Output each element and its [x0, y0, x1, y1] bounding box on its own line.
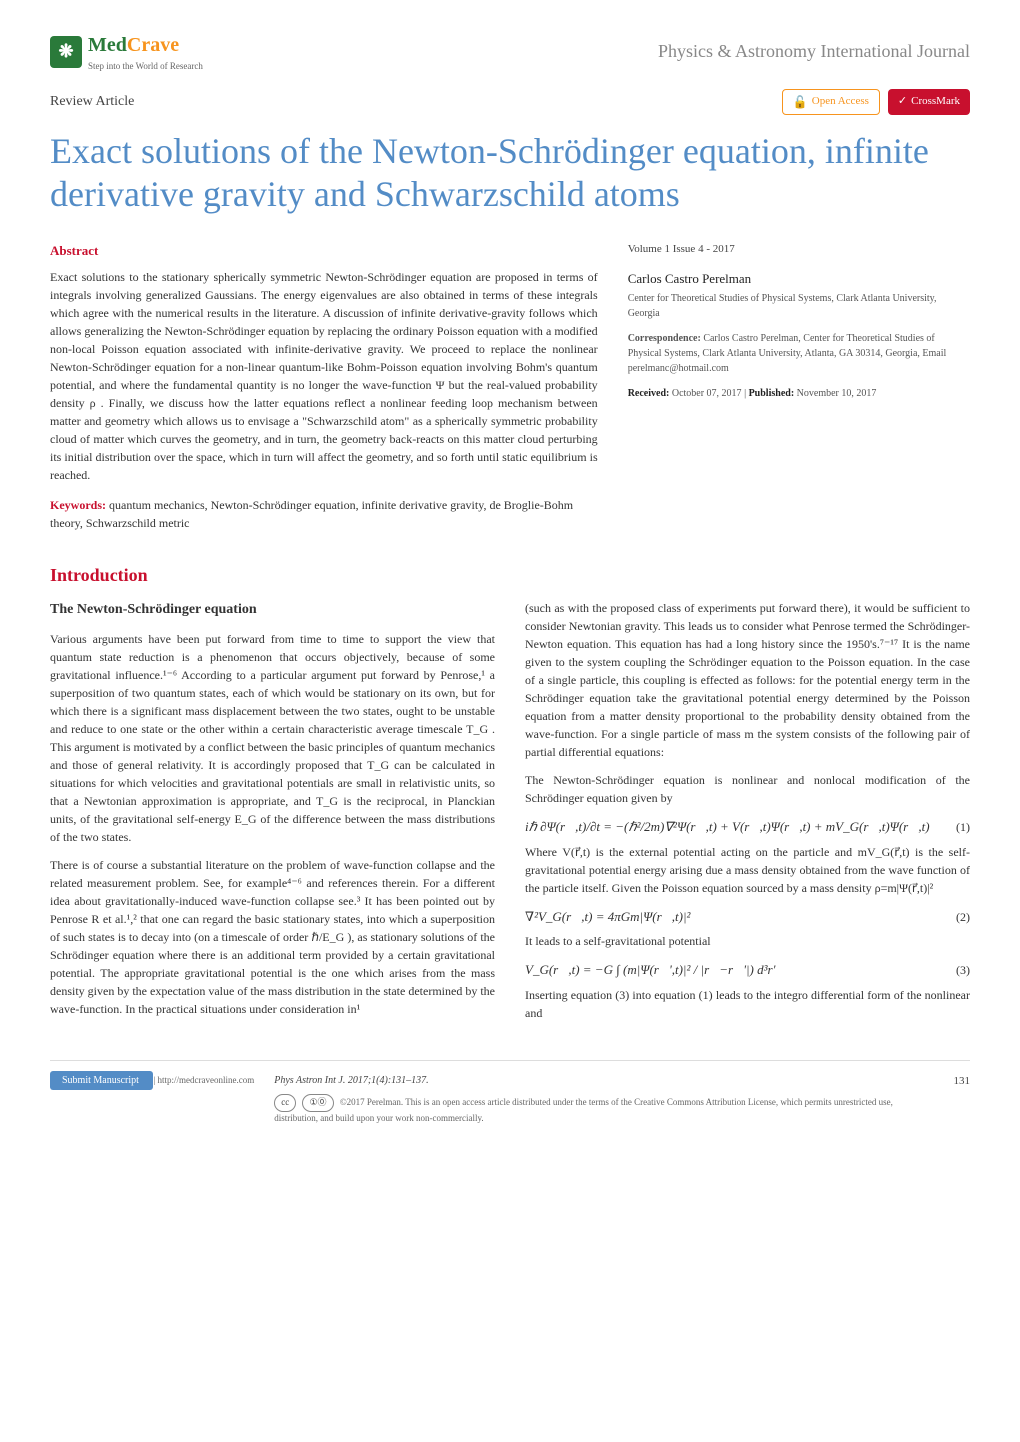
equation-1: iℏ ∂Ψ(r⃗,t)/∂t = −(ℏ²/2m)∇²Ψ(r⃗,t) + V(r…	[525, 817, 930, 837]
article-type: Review Article	[50, 91, 134, 112]
equation-1-row: iℏ ∂Ψ(r⃗,t)/∂t = −(ℏ²/2m)∇²Ψ(r⃗,t) + V(r…	[525, 817, 970, 837]
cc-icon: cc	[274, 1094, 296, 1112]
keywords-label: Keywords:	[50, 498, 106, 512]
equation-1-number: (1)	[956, 818, 970, 836]
sidebar-column: Volume 1 Issue 4 - 2017 Carlos Castro Pe…	[628, 241, 970, 533]
abstract-text: Exact solutions to the stationary spheri…	[50, 268, 598, 484]
body-columns: The Newton-Schrödinger equation Various …	[50, 599, 970, 1030]
correspondence: Correspondence: Carlos Castro Perelman, …	[628, 331, 970, 376]
volume-issue: Volume 1 Issue 4 - 2017	[628, 241, 970, 258]
license-row: cc ①⓪ ©2017 Perelman. This is an open ac…	[274, 1094, 933, 1125]
badges: Open Access CrossMark	[782, 89, 970, 115]
abstract-heading: Abstract	[50, 241, 598, 261]
logo-subtitle: Step into the World of Research	[88, 60, 203, 74]
equation-3-number: (3)	[956, 961, 970, 979]
logo-accent: Crave	[127, 34, 179, 56]
header: ❋ MedCrave Step into the World of Resear…	[50, 30, 970, 74]
intro-p4: The Newton-Schrödinger equation is nonli…	[525, 771, 970, 807]
sub-heading: The Newton-Schrödinger equation	[50, 599, 495, 620]
abstract-sidebar-row: Abstract Exact solutions to the stationa…	[50, 241, 970, 533]
equation-3-row: V_G(r⃗,t) = −G ∫ (m|Ψ(r⃗',t)|² / |r⃗−r⃗'…	[525, 960, 970, 980]
footer: Submit Manuscript | http://medcraveonlin…	[50, 1060, 970, 1125]
abstract-column: Abstract Exact solutions to the stationa…	[50, 241, 598, 533]
published-label: Published:	[749, 388, 795, 399]
cc-by-icon: ①⓪	[302, 1094, 333, 1112]
author-name: Carlos Castro Perelman	[628, 269, 970, 289]
logo-text: MedCrave	[88, 34, 179, 56]
citation: Phys Astron Int J. 2017;1(4):131–137.	[274, 1073, 933, 1088]
introduction-heading: Introduction	[50, 562, 970, 589]
page-number: 131	[954, 1073, 971, 1090]
received-label: Received:	[628, 388, 670, 399]
received-date: October 07, 2017	[672, 388, 742, 399]
keywords-line: Keywords: quantum mechanics, Newton-Schr…	[50, 496, 598, 532]
logo-icon: ❋	[50, 36, 82, 68]
footer-left: Submit Manuscript | http://medcraveonlin…	[50, 1073, 254, 1088]
published-date: November 10, 2017	[797, 388, 877, 399]
keywords-text: quantum mechanics, Newton-Schrödinger eq…	[50, 498, 573, 530]
paper-title: Exact solutions of the Newton-Schrödinge…	[50, 130, 970, 216]
submit-label: Submit Manuscript	[62, 1075, 139, 1086]
footer-center: Phys Astron Int J. 2017;1(4):131–137. cc…	[254, 1073, 953, 1125]
submit-url: | http://medcraveonline.com	[153, 1075, 254, 1085]
intro-p3: (such as with the proposed class of expe…	[525, 599, 970, 761]
equation-2-number: (2)	[956, 908, 970, 926]
intro-p1: Various arguments have been put forward …	[50, 630, 495, 846]
intro-p7: Inserting equation (3) into equation (1)…	[525, 986, 970, 1022]
equation-3: V_G(r⃗,t) = −G ∫ (m|Ψ(r⃗',t)|² / |r⃗−r⃗'…	[525, 960, 775, 980]
logo-main: Med	[88, 34, 127, 56]
license-text: ©2017 Perelman. This is an open access a…	[274, 1097, 893, 1123]
correspondence-label: Correspondence:	[628, 333, 701, 344]
intro-p2: There is of course a substantial literat…	[50, 856, 495, 1018]
equation-2: ∇²V_G(r⃗,t) = 4πGm|Ψ(r⃗,t)|²	[525, 907, 690, 927]
open-access-badge: Open Access	[782, 89, 880, 115]
equation-2-row: ∇²V_G(r⃗,t) = 4πGm|Ψ(r⃗,t)|² (2)	[525, 907, 970, 927]
intro-p6: It leads to a self-gravitational potenti…	[525, 932, 970, 950]
crossmark-badge[interactable]: CrossMark	[888, 89, 970, 115]
article-meta-row: Review Article Open Access CrossMark	[50, 89, 970, 115]
dates: Received: October 07, 2017 | Published: …	[628, 386, 970, 401]
intro-p5: Where V(r⃗,t) is the external potential …	[525, 843, 970, 897]
author-affiliation: Center for Theoretical Studies of Physic…	[628, 291, 970, 321]
submit-manuscript-button[interactable]: Submit Manuscript	[50, 1071, 153, 1090]
logo: ❋ MedCrave Step into the World of Resear…	[50, 30, 203, 74]
journal-name: Physics & Astronomy International Journa…	[658, 38, 970, 65]
